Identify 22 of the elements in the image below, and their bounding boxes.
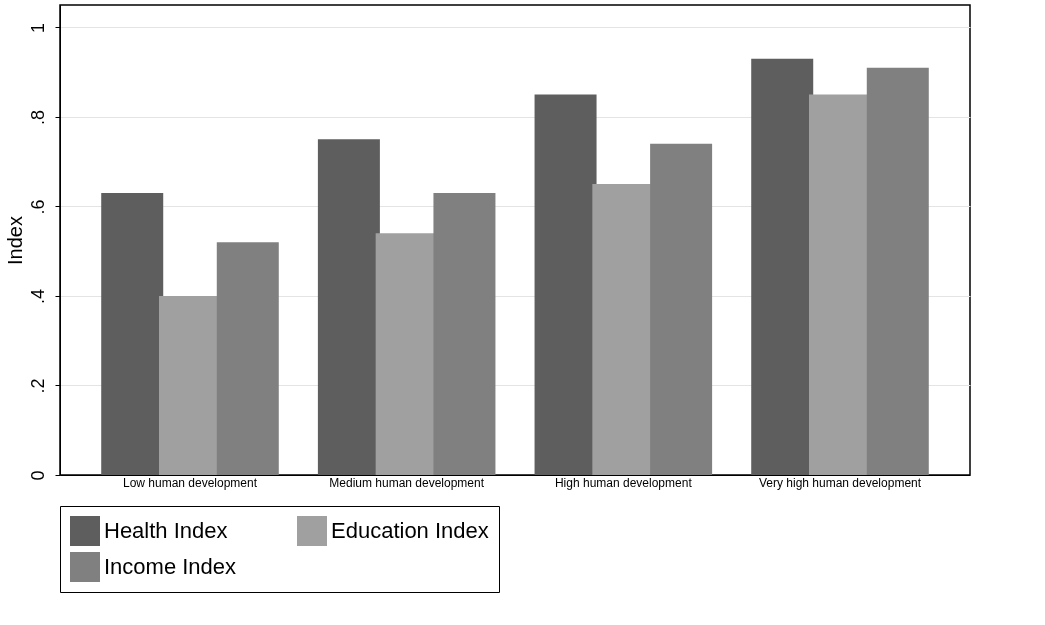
x-tick-label: Low human development	[122, 475, 258, 490]
bar	[101, 193, 164, 475]
x-tick-label: High human development	[554, 475, 693, 490]
bar	[317, 139, 380, 475]
bar	[216, 242, 279, 475]
legend-label: Health Index	[104, 518, 228, 543]
y-axis-title: Index	[3, 216, 26, 265]
y-tick-label: .2	[27, 378, 48, 394]
y-tick-label: .4	[27, 288, 48, 304]
bar	[650, 143, 713, 475]
bar	[534, 94, 597, 475]
bar	[866, 67, 929, 475]
legend-label: Income Index	[104, 554, 237, 579]
y-tick-label: 1	[27, 22, 48, 33]
y-tick-label: 0	[27, 470, 48, 481]
legend-label: Education Index	[331, 518, 489, 543]
x-tick-label: Medium human development	[329, 475, 485, 490]
bar	[751, 58, 814, 475]
x-tick-label: Very high human development	[758, 475, 922, 490]
y-tick-label: .6	[27, 199, 48, 215]
bar	[433, 193, 496, 475]
y-tick-label: .8	[27, 109, 48, 125]
